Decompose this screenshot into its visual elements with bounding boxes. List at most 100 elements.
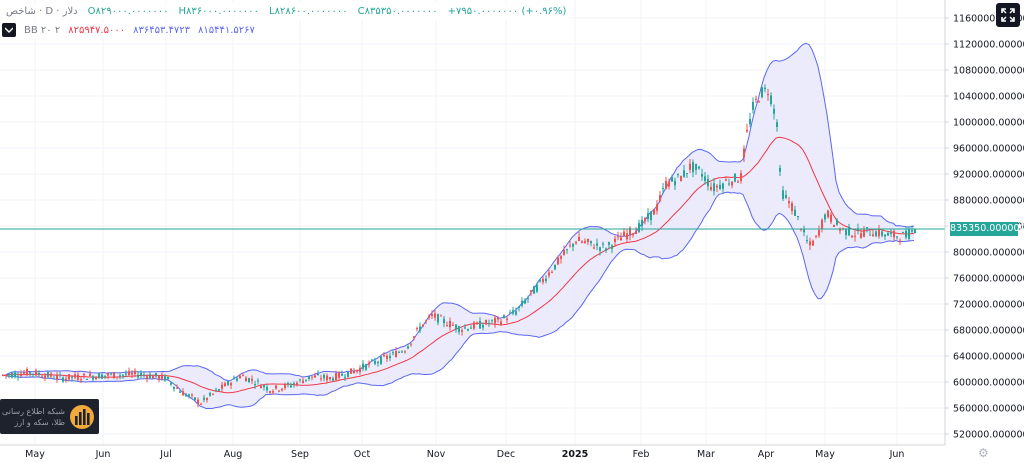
candle-body [398, 352, 400, 354]
fullscreen-button[interactable] [996, 3, 1020, 27]
price-tick-label: 1080000.0000000 [953, 66, 1024, 77]
candle-body [542, 279, 544, 283]
candle-body [230, 383, 232, 386]
candle-body [563, 250, 565, 256]
candle-body [749, 118, 751, 125]
candle-body [455, 324, 457, 330]
candle-body [92, 376, 94, 380]
candle-body [698, 166, 700, 169]
candle-body [296, 382, 298, 386]
candle-body [110, 373, 112, 375]
price-tick-label: 880000.0000000 [953, 196, 1024, 207]
candle-body [11, 373, 13, 378]
candle-body [614, 238, 616, 243]
candle-body [530, 290, 532, 293]
candle-body [869, 234, 871, 236]
candle-body [764, 87, 766, 89]
candle-body [806, 240, 808, 242]
candle-body [590, 240, 592, 244]
candle-body [677, 173, 679, 176]
candle-body [308, 375, 310, 380]
time-tick-label: Jun [889, 449, 905, 460]
candle-body [257, 380, 259, 382]
candle-body [86, 378, 88, 380]
candle-body [50, 373, 52, 377]
time-tick-label: May [25, 449, 45, 460]
candle-body [80, 379, 82, 381]
candle-body [383, 354, 385, 357]
candle-body [266, 387, 268, 391]
candle-body [776, 122, 778, 127]
candle-body [98, 373, 100, 379]
candle-body [737, 181, 739, 183]
candle-body [233, 377, 235, 380]
bb-upper-value: ۸۲۵۹۴۷.۵۰۰۰ [68, 24, 126, 36]
price-tick-label: 800000.0000000 [953, 248, 1024, 259]
candle-body [425, 320, 427, 322]
candle-body [281, 388, 283, 391]
candle-body [710, 187, 712, 190]
candle-body [89, 373, 91, 376]
price-tick-label: 720000.0000000 [953, 300, 1024, 311]
candle-body [863, 229, 865, 237]
candle-body [584, 241, 586, 243]
time-tick-label: Mar [697, 449, 715, 460]
candle-body [320, 378, 322, 380]
candle-body [461, 330, 463, 332]
candle-body [344, 376, 346, 378]
candle-body [746, 129, 748, 132]
price-tick-label: 760000.0000000 [953, 274, 1024, 285]
candle-body [557, 257, 559, 265]
open-value: O۸۲۹۰۰۰.۰۰۰۰۰۰۰ [87, 5, 169, 17]
candle-body [740, 173, 742, 181]
candle-body [386, 355, 388, 359]
candle-body [878, 228, 880, 237]
time-tick-label: 2025 [562, 449, 588, 460]
candle-body [656, 204, 658, 211]
candle-body [503, 315, 505, 318]
indicator-legend: BB ۲۰ ۲ ۸۲۵۹۴۷.۵۰۰۰ ۸۳۶۴۵۳.۴۷۲۳ ۸۱۵۴۴۱.۵… [2, 22, 259, 38]
chevron-down-icon[interactable] [2, 23, 16, 37]
candle-body [347, 371, 349, 377]
candle-body [884, 234, 886, 237]
candles [2, 84, 916, 408]
candle-body [752, 101, 754, 110]
candle-body [704, 176, 706, 181]
candle-body [902, 232, 904, 234]
candle-body [782, 190, 784, 199]
candle-body [68, 374, 70, 380]
candle-body [719, 184, 721, 189]
candle-body [848, 226, 850, 236]
candle-body [716, 185, 718, 188]
candle-body [119, 375, 121, 377]
candle-body [566, 249, 568, 251]
candle-body [767, 94, 769, 96]
candle-body [116, 376, 118, 378]
candle-body [644, 218, 646, 222]
indicator-name[interactable]: BB ۲۰ ۲ [24, 24, 61, 36]
candle-body [428, 315, 430, 318]
candle-body [872, 234, 874, 237]
candle-body [608, 242, 610, 245]
candle-body [497, 317, 499, 320]
symbol-title[interactable]: شاخص · D · دلار [6, 5, 78, 17]
candle-body [443, 318, 445, 324]
candle-body [599, 247, 601, 251]
candle-body [779, 167, 781, 172]
candle-body [692, 162, 694, 173]
candle-body [23, 372, 25, 374]
candle-body [488, 322, 490, 324]
candle-body [410, 343, 412, 345]
gear-icon[interactable]: ⚙ [978, 446, 989, 460]
candle-body [158, 375, 160, 380]
candle-body [581, 241, 583, 243]
candle-body [854, 235, 856, 237]
logo-line1: شبکه اطلاع رسانی [2, 406, 65, 416]
price-tick-label: 1160000.0000000 [953, 14, 1024, 25]
candle-body [341, 373, 343, 376]
candle-body [146, 376, 148, 379]
candle-body [536, 284, 538, 292]
candle-body [830, 214, 832, 223]
candle-body [866, 227, 868, 229]
